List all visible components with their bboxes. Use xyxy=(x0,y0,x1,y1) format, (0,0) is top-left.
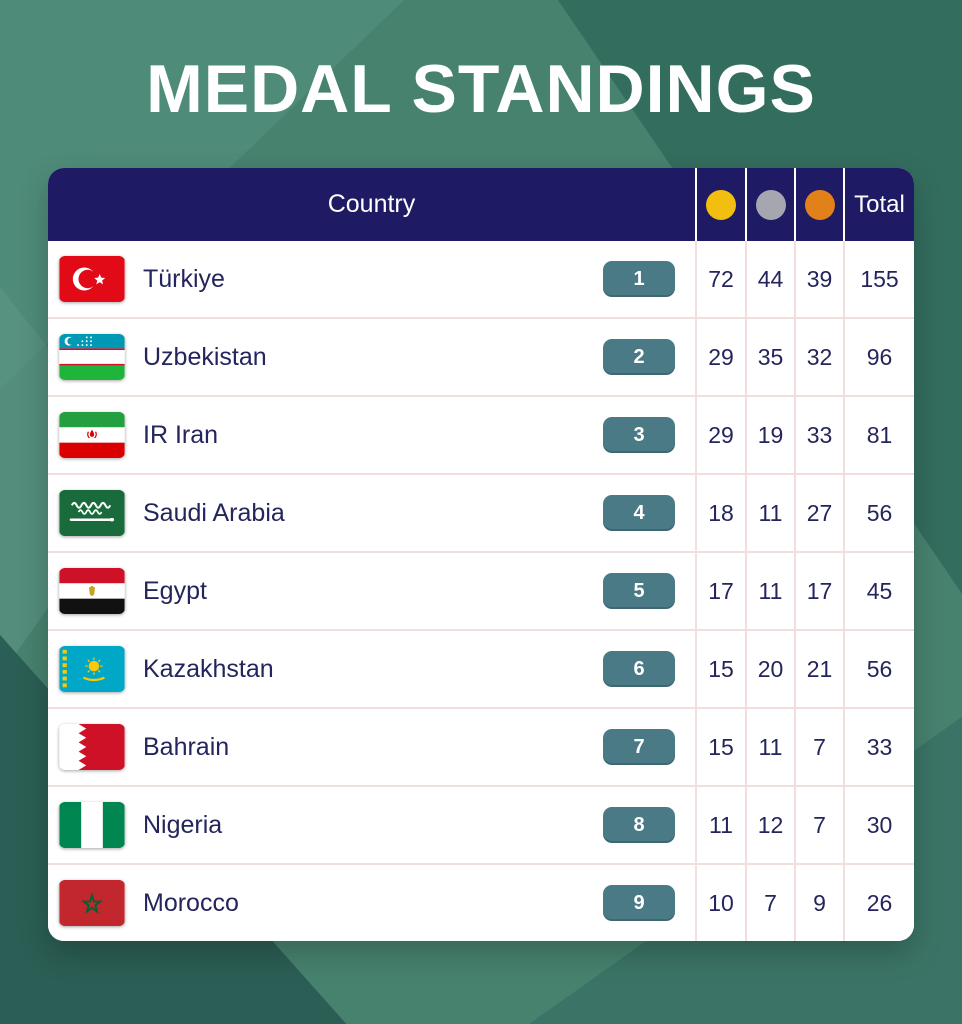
bronze-count: 17 xyxy=(794,553,843,629)
flag-turkiye-icon xyxy=(59,256,125,302)
bronze-count: 27 xyxy=(794,475,843,551)
rank-badge: 9 xyxy=(603,885,675,921)
silver-count: 35 xyxy=(745,319,794,395)
country-name: Bahrain xyxy=(143,732,230,761)
medal-table: Country Total Türkiye 1 72 44 39 xyxy=(48,168,914,941)
bronze-count: 7 xyxy=(794,787,843,863)
total-count: 56 xyxy=(843,631,914,707)
silver-medal-icon xyxy=(755,189,786,220)
bronze-count: 9 xyxy=(794,865,843,941)
rank-badge: 7 xyxy=(603,729,675,765)
table-row: Uzbekistan 2 29 35 32 96 xyxy=(48,319,914,397)
silver-count: 11 xyxy=(745,553,794,629)
table-row: Türkiye 1 72 44 39 155 xyxy=(48,241,914,319)
gold-count: 10 xyxy=(695,865,745,941)
silver-count: 7 xyxy=(745,865,794,941)
bronze-count: 33 xyxy=(794,397,843,473)
country-name: Nigeria xyxy=(143,810,223,839)
flag-saudi-arabia-icon xyxy=(59,490,125,536)
rank-badge: 8 xyxy=(603,807,675,843)
rank-badge: 5 xyxy=(603,573,675,609)
table-row: Nigeria 8 11 12 7 30 xyxy=(48,787,914,865)
country-cell: Egypt 5 xyxy=(48,553,695,629)
flag-egypt-icon xyxy=(59,568,125,614)
table-row: Kazakhstan 6 15 20 21 56 xyxy=(48,631,914,709)
total-count: 33 xyxy=(843,709,914,785)
silver-column-header xyxy=(745,168,794,241)
total-count: 96 xyxy=(843,319,914,395)
gold-count: 15 xyxy=(695,709,745,785)
silver-count: 12 xyxy=(745,787,794,863)
total-count: 26 xyxy=(843,865,914,941)
bronze-count: 21 xyxy=(794,631,843,707)
flag-bahrain-icon xyxy=(59,724,125,770)
total-count: 30 xyxy=(843,787,914,863)
total-column-header: Total xyxy=(843,168,914,241)
country-cell: Türkiye 1 xyxy=(48,241,695,317)
silver-count: 11 xyxy=(745,709,794,785)
flag-morocco-icon xyxy=(59,880,125,926)
flag-uzbekistan-icon xyxy=(59,334,125,380)
country-cell: Kazakhstan 6 xyxy=(48,631,695,707)
country-name: Kazakhstan xyxy=(143,654,274,683)
country-name: Egypt xyxy=(143,576,207,605)
rank-badge: 2 xyxy=(603,339,675,375)
country-cell: Bahrain 7 xyxy=(48,709,695,785)
table-row: Saudi Arabia 4 18 11 27 56 xyxy=(48,475,914,553)
table-row: Bahrain 7 15 11 7 33 xyxy=(48,709,914,787)
country-name: Türkiye xyxy=(143,264,225,293)
country-cell: Nigeria 8 xyxy=(48,787,695,863)
country-name: Morocco xyxy=(143,888,239,917)
flag-nigeria-icon xyxy=(59,802,125,848)
gold-count: 11 xyxy=(695,787,745,863)
bronze-column-header xyxy=(794,168,843,241)
flag-iran-icon xyxy=(59,412,125,458)
gold-count: 15 xyxy=(695,631,745,707)
gold-count: 29 xyxy=(695,319,745,395)
total-count: 56 xyxy=(843,475,914,551)
country-cell: Morocco 9 xyxy=(48,865,695,941)
country-cell: Uzbekistan 2 xyxy=(48,319,695,395)
country-cell: IR Iran 3 xyxy=(48,397,695,473)
gold-column-header xyxy=(695,168,745,241)
flag-kazakhstan-icon xyxy=(59,646,125,692)
rank-badge: 3 xyxy=(603,417,675,453)
page-title: MEDAL STANDINGS xyxy=(146,51,816,127)
gold-count: 72 xyxy=(695,241,745,317)
table-row: Morocco 9 10 7 9 26 xyxy=(48,865,914,941)
total-count: 155 xyxy=(843,241,914,317)
rank-badge: 6 xyxy=(603,651,675,687)
rank-badge: 4 xyxy=(603,495,675,531)
rank-badge: 1 xyxy=(603,261,675,297)
total-count: 81 xyxy=(843,397,914,473)
country-column-header: Country xyxy=(327,190,416,218)
gold-medal-icon xyxy=(706,189,736,220)
country-name: IR Iran xyxy=(143,420,219,449)
table-row: Egypt 5 17 11 17 45 xyxy=(48,553,914,631)
bronze-count: 39 xyxy=(794,241,843,317)
country-name: Saudi Arabia xyxy=(143,498,285,527)
table-row: IR Iran 3 29 19 33 81 xyxy=(48,397,914,475)
silver-count: 19 xyxy=(745,397,794,473)
silver-count: 11 xyxy=(745,475,794,551)
country-cell: Saudi Arabia 4 xyxy=(48,475,695,551)
silver-count: 20 xyxy=(745,631,794,707)
total-count: 45 xyxy=(843,553,914,629)
gold-count: 18 xyxy=(695,475,745,551)
bronze-count: 7 xyxy=(794,709,843,785)
table-header: Country Total xyxy=(48,168,914,241)
gold-count: 29 xyxy=(695,397,745,473)
bronze-medal-icon xyxy=(804,189,835,220)
bronze-count: 32 xyxy=(794,319,843,395)
gold-count: 17 xyxy=(695,553,745,629)
silver-count: 44 xyxy=(745,241,794,317)
country-name: Uzbekistan xyxy=(143,342,267,371)
